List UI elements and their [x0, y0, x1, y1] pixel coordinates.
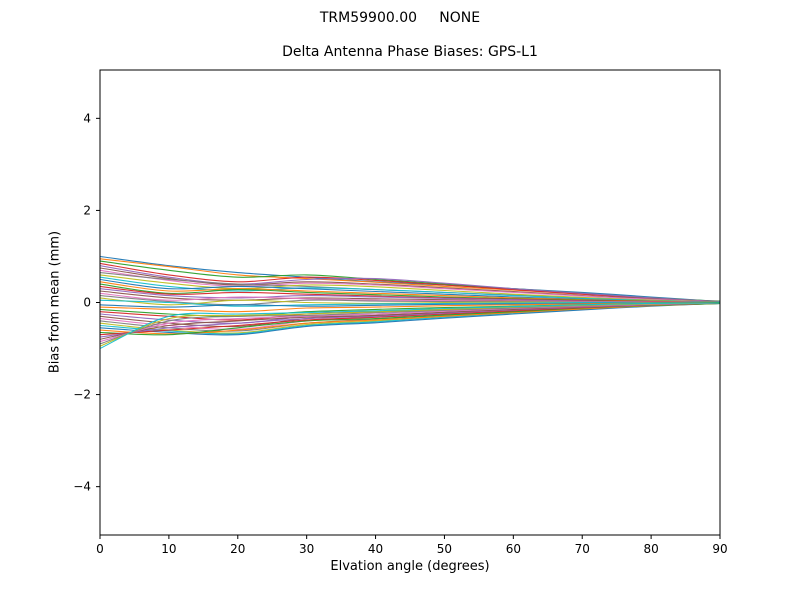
x-axis-label: Elvation angle (degrees) — [330, 559, 490, 574]
x-tick-label: 0 — [96, 542, 104, 556]
series-line-s31 — [100, 302, 720, 336]
x-tick-label: 80 — [643, 542, 658, 556]
y-tick-label: 4 — [83, 111, 91, 125]
y-tick-label: −4 — [73, 480, 91, 494]
series-line-s07 — [100, 269, 720, 303]
y-tick-label: −2 — [73, 388, 91, 402]
x-tick-label: 70 — [575, 542, 590, 556]
series-line-s22 — [100, 301, 720, 313]
series-line-s10 — [100, 276, 720, 303]
axes-title: Delta Antenna Phase Biases: GPS-L1 — [282, 44, 538, 60]
x-tick-label: 60 — [506, 542, 521, 556]
series-line-s20 — [100, 299, 720, 307]
series-line-s04 — [100, 262, 720, 303]
x-tick-label: 30 — [299, 542, 314, 556]
x-tick-label: 90 — [712, 542, 727, 556]
figure-suptitle: TRM59900.00 NONE — [319, 10, 481, 26]
x-tick-label: 10 — [161, 542, 176, 556]
x-tick-label: 40 — [368, 542, 383, 556]
series-lines — [100, 255, 720, 349]
y-axis-label: Bias from mean (mm) — [47, 230, 63, 374]
x-tick-label: 50 — [437, 542, 452, 556]
series-line-s40 — [100, 302, 720, 349]
series-line-s32 — [100, 302, 720, 335]
y-tick-label: 0 — [83, 296, 91, 310]
series-line-s09 — [100, 274, 720, 303]
x-tick-label: 20 — [230, 542, 245, 556]
series-line-s01 — [100, 255, 720, 303]
y-tick-label: 2 — [83, 203, 91, 217]
